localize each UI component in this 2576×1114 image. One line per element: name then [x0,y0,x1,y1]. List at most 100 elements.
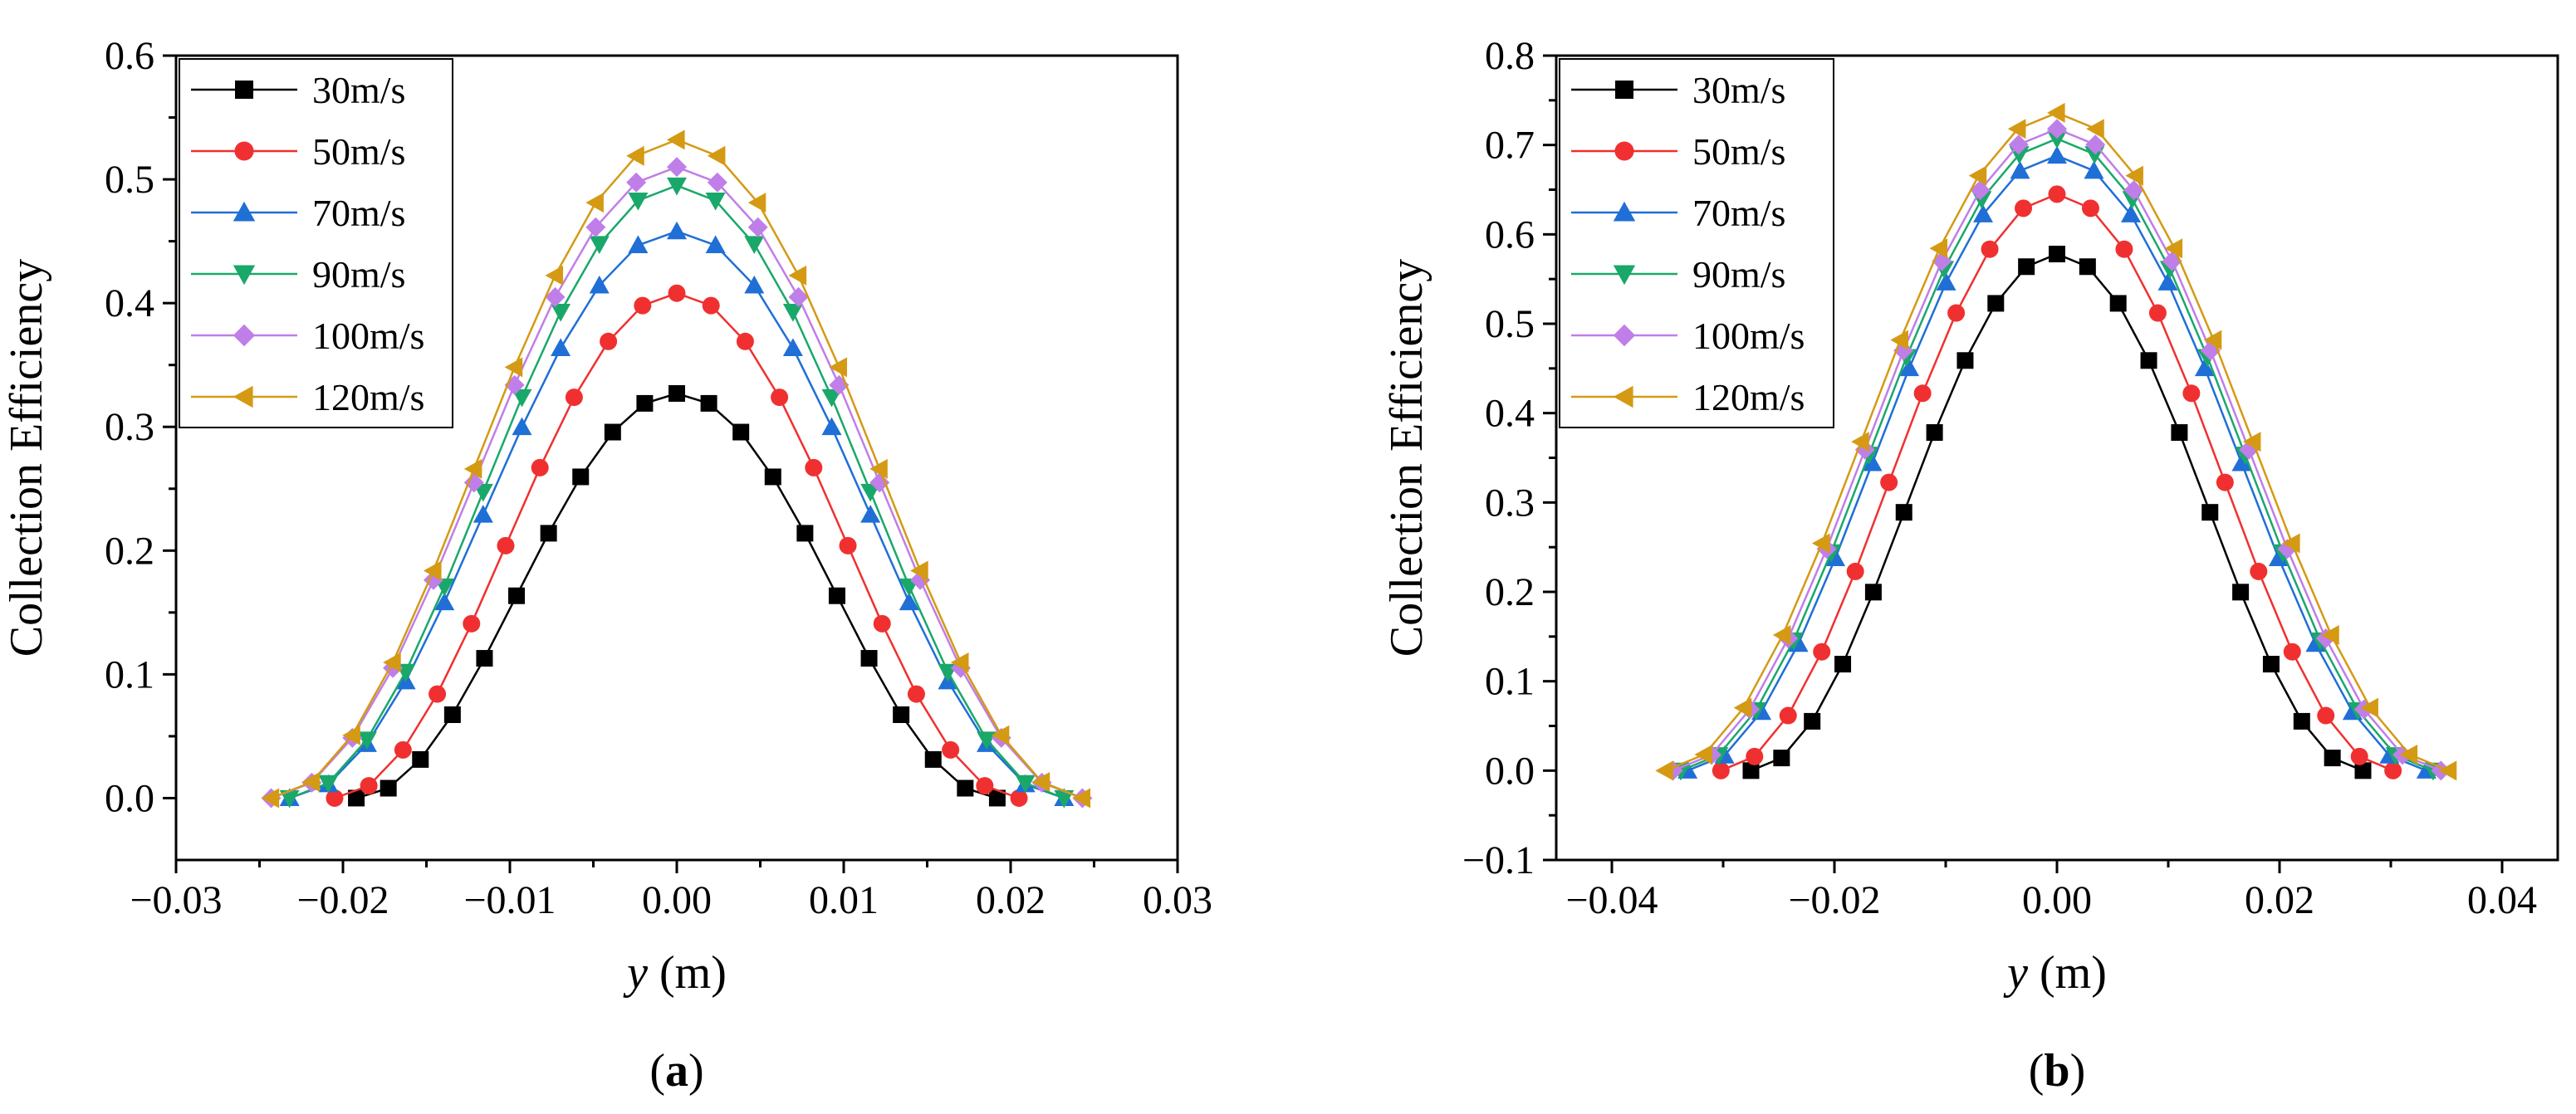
x-tick-label: 0.02 [2245,878,2314,922]
legend-box [1559,58,1834,428]
data-point [565,388,583,407]
y-tick-label: 0.0 [105,776,154,820]
x-axis-title-unit: (m) [2028,947,2107,999]
legend-marker [1613,265,1636,286]
data-point [1779,706,1797,725]
data-point [988,789,1006,807]
data-point [589,275,610,294]
legend-marker [1614,141,1634,161]
legend-marker [233,201,256,222]
data-point [732,423,750,441]
data-point [2438,760,2457,781]
data-point [1712,761,1730,779]
data-point [1054,789,1075,809]
data-point [2324,750,2341,767]
data-point [626,145,644,166]
data-point [261,788,280,809]
x-axis-title-unit: (m) [648,947,727,999]
data-point [2232,584,2250,601]
data-point [2171,424,2188,442]
data-point [429,685,447,703]
x-axis-title: y (m) [2003,947,2107,999]
data-point [318,774,339,794]
y-tick-label: 0.1 [105,652,154,696]
x-tick-label: −0.02 [1788,878,1880,922]
data-point [504,357,523,378]
data-point [1694,744,1713,765]
data-point [1973,204,1994,222]
data-point [2148,304,2167,322]
y-tick-label: 0.6 [105,34,154,78]
data-point [473,505,493,523]
series-50m/s [1712,185,2402,779]
y-tick-label: 0.1 [1485,660,1535,704]
data-point [1773,750,1790,767]
data-point [1846,562,1864,580]
data-point [707,145,726,166]
series-120m/s [261,129,1091,809]
y-tick-label: 0.4 [105,281,154,325]
data-point [1072,788,1091,809]
data-point [2007,119,2026,139]
data-point [1746,747,1764,765]
data-point [551,338,571,357]
series-120m/s [1655,102,2457,781]
data-point [545,265,564,286]
data-point [2008,134,2029,155]
legend-label: 120m/s [312,376,424,418]
data-point [2182,384,2201,403]
data-point [473,483,493,502]
data-point [957,779,974,797]
panel-label-open-paren: ( [2029,1045,2045,1097]
data-point [2317,706,2335,725]
data-point [1742,762,1760,779]
data-point [702,296,720,315]
legend-label: 50m/s [312,130,405,173]
series-30m/s [1742,246,2372,779]
data-point [705,192,726,211]
data-point [412,750,429,768]
series-30m/s [348,384,1006,807]
data-point [2140,352,2157,369]
data-point [2282,533,2300,554]
data-point [893,706,910,723]
data-point [942,740,960,759]
data-point [788,286,809,307]
x-tick-label: 0.01 [809,878,879,922]
data-point [668,384,685,402]
data-point [2115,240,2133,258]
legend-marker [1615,81,1633,99]
data-point [2242,432,2261,452]
data-point [705,235,726,253]
series-50m/s [326,284,1028,807]
data-point [589,236,610,254]
legend-label: 100m/s [1692,315,1805,357]
data-point [2216,473,2234,491]
data-point [545,286,566,307]
y-tick-label: 0.2 [1485,570,1535,614]
data-point [667,177,687,196]
legend-marker [233,385,253,408]
data-point [736,332,754,350]
data-point [796,525,814,542]
legend: 30m/s 50m/s 70m/s 90m/s 100m/s 120m/s [179,58,453,428]
data-point [540,525,557,542]
data-point [443,706,461,723]
panel-label: (a) [649,1045,703,1097]
legend-marker [233,265,256,286]
data-point [2194,358,2215,377]
data-point [1851,432,1869,452]
data-point [860,483,881,502]
data-point [805,458,823,476]
data-point [2293,712,2310,730]
legend: 30m/s 50m/s 70m/s 90m/s 100m/s 120m/s [1559,58,1834,428]
data-point [1987,295,2005,312]
legend-label: 30m/s [1692,69,1785,111]
data-point [747,193,766,213]
data-point [2250,562,2268,580]
legend-marker [234,141,254,161]
data-point [950,652,969,672]
data-point [360,777,378,795]
data-point [1947,304,1966,322]
